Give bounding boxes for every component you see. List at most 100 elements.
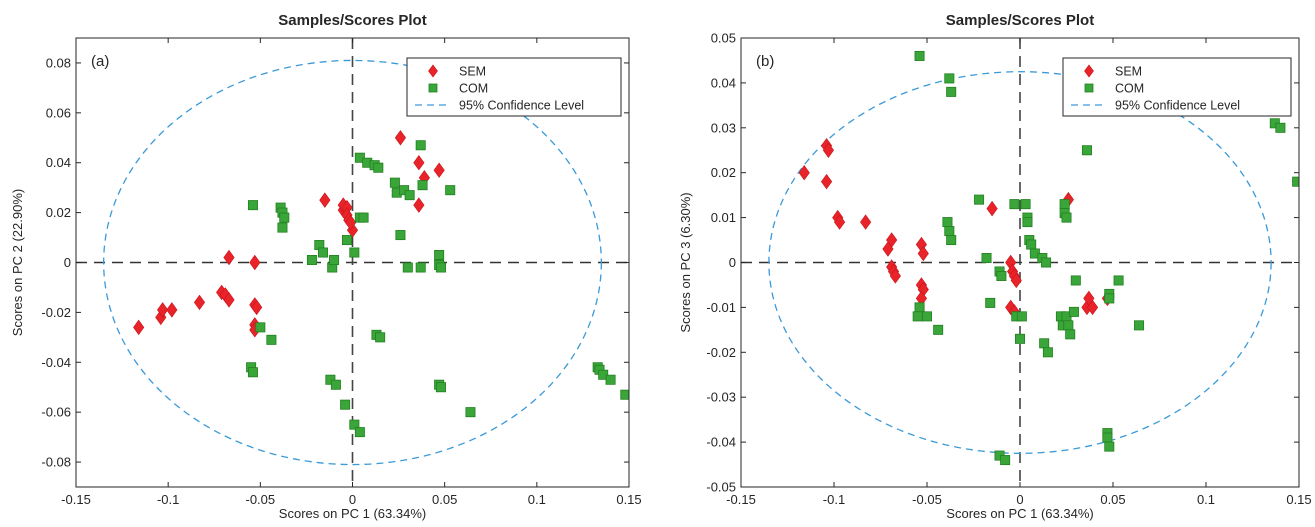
com-point (944, 73, 955, 84)
com-point (1039, 338, 1050, 349)
y-tick-label: -0.01 (706, 300, 736, 315)
y-axis-label: Scores on PC 2 (22.90%) (10, 189, 25, 336)
com-point (255, 322, 266, 333)
sem-point (223, 292, 235, 308)
com-point (946, 235, 957, 246)
sem-point (822, 142, 834, 158)
sem-point (251, 299, 263, 316)
com-point (912, 311, 923, 322)
com-point (1015, 333, 1026, 344)
y-axis-label: Scores on PC 3 (6.30%) (678, 192, 693, 332)
com-point (1292, 176, 1299, 187)
y-tick-label: 0.05 (711, 31, 736, 46)
y-tick-label: 0.08 (46, 55, 71, 70)
x-tick-label: -0.1 (157, 492, 179, 507)
sem-point (345, 214, 357, 231)
x-tick-label: 0.05 (432, 492, 457, 507)
y-tick-label: 0 (64, 255, 71, 270)
sem-point (820, 173, 833, 190)
com-point (1063, 320, 1074, 331)
x-tick-label: 0 (1016, 492, 1023, 507)
x-axis-label: Scores on PC 1 (63.34%) (946, 506, 1093, 521)
com-point (349, 247, 360, 258)
com-point (373, 162, 384, 173)
com-point (358, 212, 369, 223)
com-point (1065, 329, 1076, 340)
legend-com-marker (1084, 83, 1094, 93)
com-point (1059, 199, 1070, 210)
com-point (1070, 275, 1081, 286)
com-point (942, 217, 953, 228)
legend-sem-marker (428, 64, 438, 78)
com-point (395, 230, 406, 241)
y-tick-label: 0.04 (711, 75, 736, 90)
y-tick-label: 0.03 (711, 120, 736, 135)
com-point (1104, 293, 1115, 304)
com-point (946, 86, 957, 97)
sem-point (394, 130, 406, 146)
chart-title: Samples/Scores Plot (946, 12, 1094, 29)
sem-point (193, 294, 206, 311)
y-tick-label: 0.06 (46, 105, 71, 120)
sem-point (223, 249, 235, 266)
panel-a: Samples/Scores Plot -0.15 -0.1 -0.05 0 0.05 0.… (10, 12, 642, 521)
com-point (415, 262, 426, 273)
com-point (1081, 145, 1092, 156)
sem-point (889, 268, 901, 284)
com-point (1068, 306, 1079, 317)
com-point (389, 177, 400, 188)
com-point (1020, 199, 1031, 210)
confidence-ellipse (102, 59, 603, 466)
com-point (435, 382, 446, 393)
x-tick-label: 0 (349, 492, 356, 507)
legend-entry-label: SEM (1115, 65, 1142, 79)
plot-area (76, 38, 629, 487)
sem-point (157, 302, 169, 318)
sem-point (433, 162, 445, 178)
com-point (404, 190, 415, 201)
com-point (465, 407, 476, 418)
com-point (1113, 275, 1124, 286)
com-point (620, 389, 629, 400)
com-point (1275, 122, 1286, 133)
com-point (1022, 217, 1033, 228)
com-point (349, 419, 360, 430)
x-tick-label: -0.15 (61, 492, 91, 507)
sem-point (413, 197, 425, 213)
sem-point (133, 319, 145, 336)
com-point (1102, 432, 1113, 443)
sem-point (413, 155, 425, 171)
y-tick-label: 0.01 (711, 210, 736, 225)
com-point (435, 262, 446, 273)
y-tick-label: -0.08 (41, 455, 71, 470)
com-point (1016, 311, 1027, 322)
com-point (944, 226, 955, 237)
x-tick-label: 0.15 (1286, 492, 1311, 507)
com-point (914, 302, 925, 313)
sem-point (319, 192, 331, 208)
y-tick-label: 0.04 (46, 155, 71, 170)
x-axis-label: Scores on PC 1 (63.34%) (279, 506, 426, 521)
y-tick-label: 0.02 (711, 165, 736, 180)
sem-point (249, 254, 261, 271)
com-point (247, 200, 258, 211)
legend-entry-label: 95% Confidence Level (1115, 99, 1240, 113)
com-point (247, 367, 258, 378)
com-point (1134, 320, 1145, 331)
x-tick-label: -0.15 (726, 492, 756, 507)
com-point (985, 297, 996, 308)
x-tick-label: 0.05 (1100, 492, 1125, 507)
com-point (306, 255, 317, 266)
com-point (266, 334, 277, 345)
legend-box (406, 57, 622, 117)
y-tick-label: -0.06 (41, 405, 71, 420)
legend-entry-label: 95% Confidence Level (459, 99, 584, 113)
sem-point (798, 164, 810, 181)
com-point (1042, 347, 1053, 358)
panel-label: (a) (91, 53, 109, 70)
com-point (1026, 239, 1037, 250)
y-tick-label: 0.02 (46, 205, 71, 220)
y-tick-label: -0.05 (706, 480, 736, 495)
legend-entry-label: SEM (459, 65, 486, 79)
